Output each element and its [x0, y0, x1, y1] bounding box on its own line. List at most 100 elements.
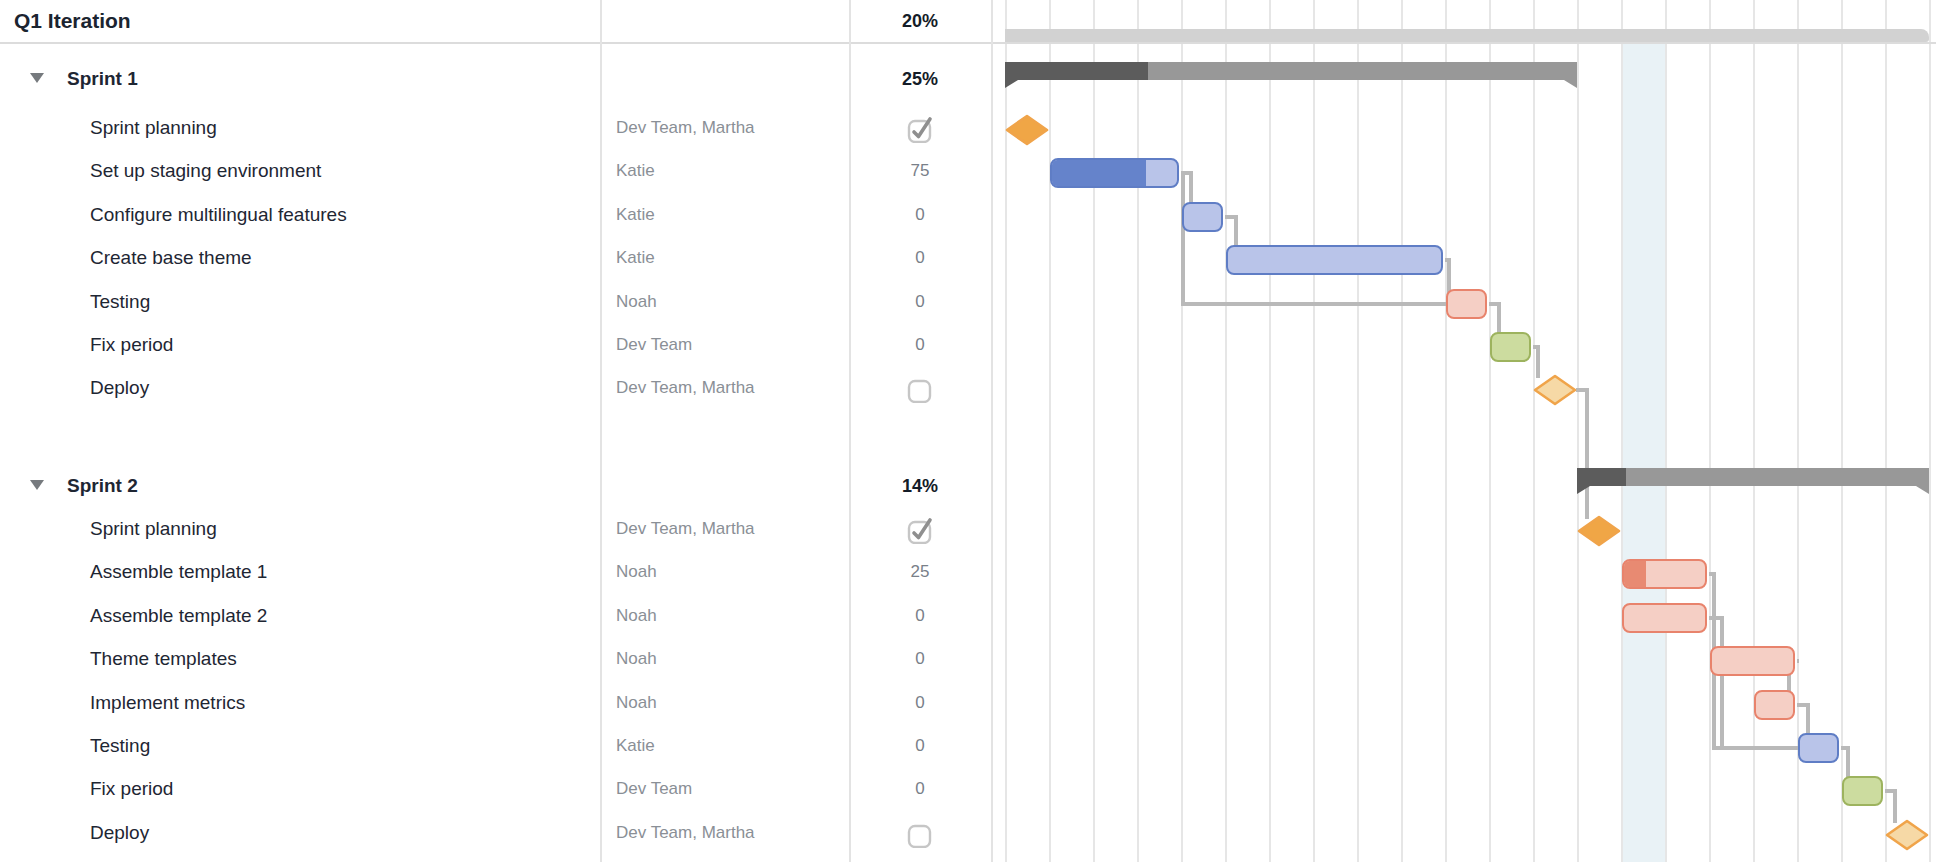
- task-progress-cell[interactable]: 75: [911, 161, 930, 181]
- checkbox-checked[interactable]: [905, 514, 935, 544]
- task-progress-cell[interactable]: 25: [911, 562, 930, 582]
- task-assignee-cell[interactable]: Dev Team, Martha: [616, 118, 755, 138]
- task-progress-cell[interactable]: 0: [915, 205, 924, 225]
- day-gridline: [1753, 0, 1755, 862]
- dependency-connector: [1497, 302, 1501, 335]
- task-assignee-cell[interactable]: Noah: [616, 562, 657, 582]
- task-bar-green[interactable]: [1490, 332, 1531, 362]
- task-progress-cell[interactable]: 0: [915, 779, 924, 799]
- task-bar-salmon[interactable]: [1622, 559, 1707, 589]
- milestone-diamond-complete[interactable]: [1004, 113, 1050, 147]
- task-bar-blue[interactable]: [1182, 202, 1223, 232]
- task-assignee-cell[interactable]: Dev Team, Martha: [616, 378, 755, 398]
- milestone-icon: [1004, 113, 1050, 147]
- task-assignee-cell[interactable]: Katie: [616, 205, 655, 225]
- dependency-connector: [1181, 302, 1449, 306]
- task-assignee-cell[interactable]: Dev Team, Martha: [616, 519, 755, 539]
- task-name-cell[interactable]: Sprint planning: [90, 518, 217, 540]
- gantt-pane-divider[interactable]: [991, 0, 993, 862]
- task-assignee-cell[interactable]: Dev Team, Martha: [616, 823, 755, 843]
- task-name-cell[interactable]: Configure multilingual features: [90, 204, 347, 226]
- project-progress[interactable]: 20%: [902, 11, 938, 32]
- task-progress-cell[interactable]: 0: [915, 335, 924, 355]
- today-column-highlight: [1621, 43, 1665, 862]
- checkbox-icon: [905, 373, 935, 403]
- task-assignee-cell[interactable]: Dev Team: [616, 335, 692, 355]
- task-assignee-cell[interactable]: Katie: [616, 161, 655, 181]
- task-assignee-cell[interactable]: Noah: [616, 693, 657, 713]
- task-name-cell[interactable]: Fix period: [90, 334, 173, 356]
- milestone-diamond[interactable]: [1532, 373, 1578, 407]
- day-gridline: [1885, 0, 1887, 862]
- milestone-diamond-complete[interactable]: [1576, 514, 1622, 548]
- task-name-cell[interactable]: Testing: [90, 735, 150, 757]
- dependency-connector: [1720, 746, 1801, 750]
- collapse-triangle-icon[interactable]: [30, 73, 44, 83]
- task-name-cell[interactable]: Deploy: [90, 822, 149, 844]
- task-assignee-cell[interactable]: Noah: [616, 606, 657, 626]
- checkbox-icon: [905, 113, 935, 143]
- section-name[interactable]: Sprint 1: [67, 68, 138, 90]
- task-assignee-cell[interactable]: Katie: [616, 736, 655, 756]
- group-bar-progress: [1577, 468, 1626, 486]
- task-bar-blue[interactable]: [1226, 245, 1443, 275]
- assignee-column-divider[interactable]: [849, 0, 851, 862]
- task-bar-salmon[interactable]: [1710, 646, 1795, 676]
- day-gridline: [1401, 0, 1403, 862]
- sprint-group-bar[interactable]: [1005, 62, 1577, 88]
- task-progress-cell[interactable]: 0: [915, 649, 924, 669]
- day-gridline: [1489, 0, 1491, 862]
- dependency-connector: [1181, 171, 1185, 306]
- task-name-cell[interactable]: Deploy: [90, 377, 149, 399]
- name-column-divider[interactable]: [600, 0, 602, 862]
- task-assignee-cell[interactable]: Katie: [616, 248, 655, 268]
- task-bar-salmon[interactable]: [1754, 690, 1795, 720]
- checkbox-unchecked[interactable]: [905, 373, 935, 403]
- task-bar-salmon[interactable]: [1446, 289, 1487, 319]
- task-name-cell[interactable]: Assemble template 1: [90, 561, 267, 583]
- task-bar-blue[interactable]: [1050, 158, 1179, 188]
- task-name-cell[interactable]: Testing: [90, 291, 150, 313]
- sprint-group-bar[interactable]: [1577, 468, 1929, 494]
- task-name-cell[interactable]: Set up staging environment: [90, 160, 321, 182]
- milestone-diamond[interactable]: [1884, 818, 1930, 852]
- dependency-connector: [1585, 388, 1589, 519]
- checkbox-icon: [905, 514, 935, 544]
- section-progress[interactable]: 25%: [902, 69, 938, 90]
- day-gridline: [1709, 0, 1711, 862]
- task-name-cell[interactable]: Assemble template 2: [90, 605, 267, 627]
- dependency-connector: [1234, 215, 1238, 248]
- task-progress-cell[interactable]: 0: [915, 606, 924, 626]
- task-name-cell[interactable]: Sprint planning: [90, 117, 217, 139]
- task-assignee-cell[interactable]: Noah: [616, 292, 657, 312]
- section-progress[interactable]: 14%: [902, 476, 938, 497]
- checkbox-checked[interactable]: [905, 113, 935, 143]
- day-gridline: [1621, 0, 1623, 862]
- checkbox-unchecked[interactable]: [905, 818, 935, 848]
- milestone-icon: [1576, 514, 1622, 548]
- project-summary-bar[interactable]: [1005, 29, 1929, 42]
- task-assignee-cell[interactable]: Noah: [616, 649, 657, 669]
- task-progress-cell[interactable]: 0: [915, 736, 924, 756]
- project-title[interactable]: Q1 Iteration: [14, 9, 131, 33]
- task-bar-green[interactable]: [1842, 776, 1883, 806]
- task-bar-blue[interactable]: [1798, 733, 1839, 763]
- day-gridline: [1225, 0, 1227, 862]
- section-name[interactable]: Sprint 2: [67, 475, 138, 497]
- task-progress-cell[interactable]: 0: [915, 248, 924, 268]
- group-bar-right-bracket: [1564, 80, 1577, 88]
- task-progress-cell[interactable]: 0: [915, 292, 924, 312]
- day-gridline: [1445, 0, 1447, 862]
- task-bar-salmon[interactable]: [1622, 603, 1707, 633]
- task-name-cell[interactable]: Fix period: [90, 778, 173, 800]
- collapse-triangle-icon[interactable]: [30, 480, 44, 490]
- task-name-cell[interactable]: Implement metrics: [90, 692, 245, 714]
- task-name-cell[interactable]: Create base theme: [90, 247, 252, 269]
- dependency-connector: [1720, 616, 1724, 750]
- task-assignee-cell[interactable]: Dev Team: [616, 779, 692, 799]
- task-bar-progress: [1052, 160, 1146, 186]
- milestone-icon: [1532, 373, 1578, 407]
- day-gridline: [1797, 0, 1799, 862]
- task-name-cell[interactable]: Theme templates: [90, 648, 237, 670]
- task-progress-cell[interactable]: 0: [915, 693, 924, 713]
